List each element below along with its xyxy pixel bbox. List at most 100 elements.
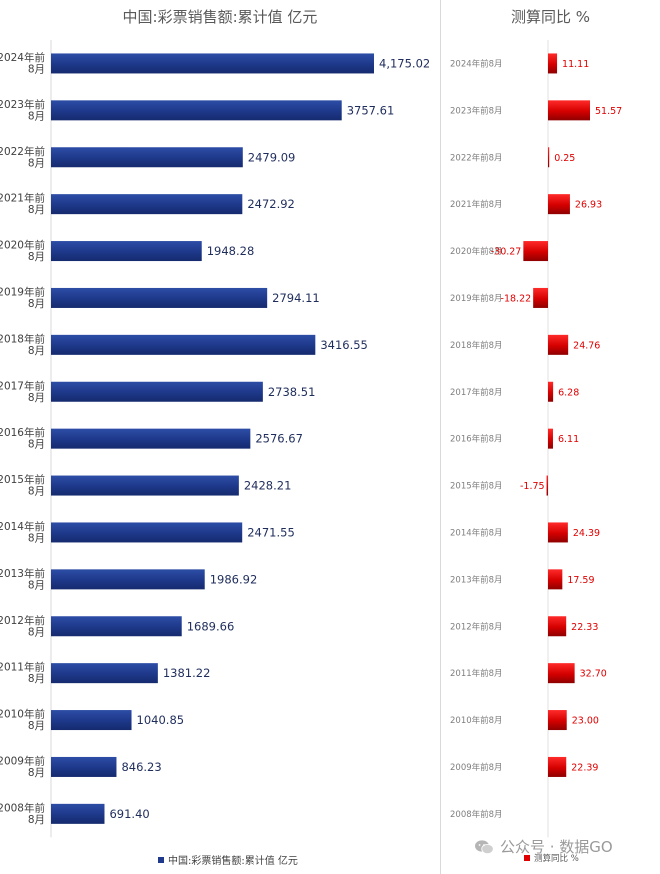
yoy-category-label: 2019年前8月	[450, 293, 503, 304]
yoy-bar	[548, 756, 567, 777]
sales-value-label: 1986.92	[210, 572, 258, 586]
sales-category-label: 2017年前 8月	[0, 379, 45, 404]
yoy-value-label: 22.33	[571, 622, 598, 633]
sales-value-label: 2428.21	[244, 479, 292, 493]
sales-category-label: 2008年前 8月	[0, 801, 45, 826]
yoy-category-label: 2018年前8月	[450, 340, 503, 351]
sales-legend-label: 中国:彩票销售额:累计值 亿元	[168, 856, 298, 867]
sales-bar	[51, 334, 316, 355]
sales-value-label: 3757.61	[347, 103, 395, 117]
sales-value-label: 3416.55	[320, 338, 368, 352]
yoy-value-label: 23.00	[572, 716, 599, 727]
sales-category-label: 2022年前 8月	[0, 145, 45, 170]
watermark-text: 公众号 · 数据GO	[500, 838, 613, 856]
yoy-chart-panel: 测算同比 % 2024年前8月 11.11 2023年前8月 51.57 2022年前8…	[441, 0, 660, 874]
yoy-bar	[533, 287, 548, 308]
sales-category-label: 2013年前 8月	[0, 567, 45, 592]
yoy-category-label: 2022年前8月	[450, 152, 503, 163]
yoy-value-label: 24.39	[573, 528, 600, 539]
sales-chart-title: 中国:彩票销售额:累计值 亿元	[122, 8, 318, 26]
sales-value-label: 2472.92	[247, 197, 295, 211]
yoy-bar	[548, 53, 558, 74]
sales-chart-panel: 中国:彩票销售额:累计值 亿元 2024年前 8月 4,175.02 2023年前 8月…	[0, 8, 430, 867]
yoy-chart-title: 测算同比 %	[510, 8, 591, 26]
yoy-value-label: 24.76	[573, 340, 600, 351]
yoy-category-label: 2014年前8月	[450, 527, 503, 538]
sales-value-label: 2471.55	[247, 525, 295, 539]
sales-category-label: 2019年前 8月	[0, 285, 45, 310]
yoy-category-label: 2016年前8月	[450, 434, 503, 445]
sales-bar	[51, 428, 251, 449]
sales-category-label: 2024年前 8月	[0, 51, 45, 75]
wechat-icon	[475, 839, 494, 854]
sales-value-label: 1381.22	[163, 666, 211, 680]
yoy-category-label: 2012年前8月	[450, 621, 503, 632]
sales-value-label: 1689.66	[187, 619, 235, 633]
yoy-bar	[548, 381, 554, 402]
yoy-category-label: 2009年前8月	[450, 762, 503, 773]
yoy-value-label: 6.28	[558, 387, 579, 398]
sales-value-label: 846.23	[121, 760, 161, 774]
yoy-value-label: 6.11	[558, 434, 579, 445]
yoy-bar	[548, 569, 563, 590]
sales-legend: 中国:彩票销售额:累计值 亿元	[158, 852, 298, 867]
sales-value-label: 2479.09	[248, 150, 296, 164]
sales-bar	[51, 475, 239, 496]
panel-divider	[440, 0, 441, 874]
yoy-value-label: 0.25	[554, 153, 575, 164]
sales-bar	[51, 710, 132, 731]
sales-bar	[51, 616, 182, 637]
sales-category-label: 2010年前 8月	[0, 708, 45, 733]
sales-bar	[51, 287, 268, 308]
yoy-bar	[548, 616, 567, 637]
yoy-category-label: 2011年前8月	[450, 668, 503, 679]
sales-category-label: 2009年前 8月	[0, 754, 45, 779]
sales-category-label: 2016年前 8月	[0, 426, 45, 451]
yoy-value-label: 32.70	[580, 669, 607, 680]
sales-category-label: 2018年前 8月	[0, 332, 45, 357]
yoy-category-label: 2017年前8月	[450, 387, 503, 398]
yoy-value-label: 11.11	[562, 59, 589, 70]
yoy-value-label: 51.57	[595, 106, 622, 117]
sales-value-label: 2794.11	[272, 291, 320, 305]
sales-bar	[51, 803, 105, 824]
yoy-bar	[548, 100, 590, 121]
sales-value-label: 691.40	[109, 807, 149, 821]
yoy-bar	[548, 663, 575, 684]
yoy-bar	[548, 522, 568, 543]
sales-value-label: 1040.85	[137, 713, 185, 727]
yoy-legend-swatch	[524, 855, 530, 861]
yoy-bar	[548, 428, 553, 449]
watermark: 公众号 · 数据GO	[474, 836, 613, 857]
yoy-bar-chart: 2024年前8月 11.11 2023年前8月 51.57 2022年前8月 0.25 20…	[450, 40, 622, 838]
sales-category-label: 2011年前 8月	[0, 661, 45, 686]
yoy-bar	[546, 475, 548, 496]
yoy-value-label: -18.22	[501, 293, 532, 304]
yoy-category-label: 2021年前8月	[450, 199, 503, 210]
sales-bar	[51, 522, 243, 543]
yoy-bar	[548, 710, 567, 731]
sales-bar	[51, 53, 374, 74]
yoy-value-label: 22.39	[571, 762, 598, 773]
sales-bar	[51, 663, 158, 684]
sales-category-label: 2015年前 8月	[0, 473, 45, 498]
sales-bar	[51, 569, 205, 590]
sales-bar-chart: 2024年前 8月 4,175.02 2023年前 8月 3757.61 2022年前 8月 2…	[0, 40, 430, 838]
yoy-value-label: 26.93	[575, 200, 602, 211]
sales-value-label: 4,175.02	[379, 56, 430, 70]
sales-category-label: 2020年前 8月	[0, 239, 45, 263]
yoy-category-label: 2008年前8月	[450, 809, 503, 820]
yoy-category-label: 2024年前8月	[450, 58, 503, 69]
yoy-bar	[523, 241, 548, 262]
yoy-category-label: 2010年前8月	[450, 715, 503, 726]
yoy-category-label: 2013年前8月	[450, 574, 503, 585]
yoy-bar	[548, 194, 570, 215]
yoy-value-label: -30.27	[491, 247, 522, 258]
yoy-category-label: 2015年前8月	[450, 481, 503, 492]
sales-value-label: 2738.51	[268, 385, 316, 399]
yoy-bar	[548, 334, 569, 355]
sales-value-label: 2576.67	[255, 432, 303, 446]
sales-bar	[51, 241, 202, 262]
sales-legend-swatch	[158, 856, 164, 863]
sales-bar	[51, 194, 243, 215]
